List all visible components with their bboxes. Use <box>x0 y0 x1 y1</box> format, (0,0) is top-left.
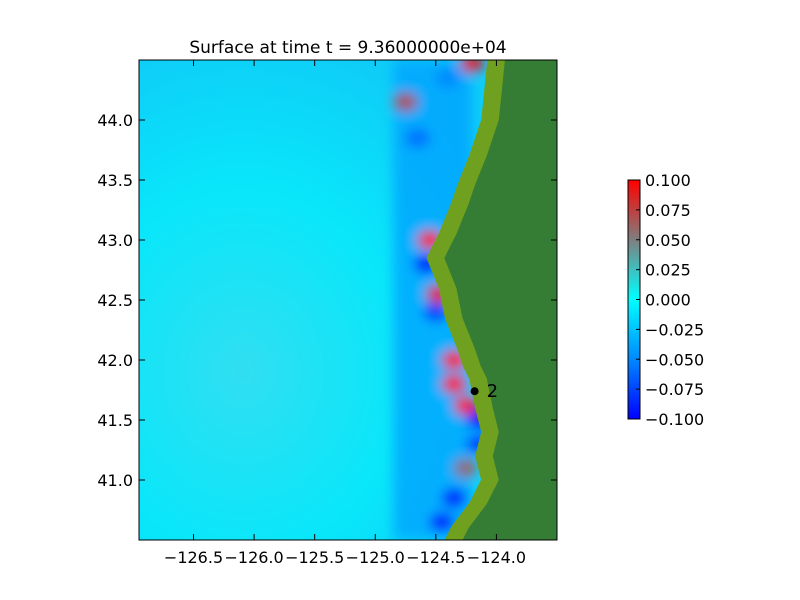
colorbar-tick-label-4: 0.000 <box>645 291 691 310</box>
anomaly-12 <box>429 513 454 531</box>
y-tick-label-3: 42.5 <box>97 291 133 310</box>
anomaly-6 <box>442 375 467 393</box>
y-axis: 41.0 41.5 42.0 42.5 43.0 43.5 44.0 <box>97 111 557 490</box>
x-tick-label-4: −124.5 <box>406 548 465 567</box>
anomaly-11 <box>442 489 467 507</box>
anomaly-0 <box>393 93 418 111</box>
y-tick-label-2: 42.0 <box>97 351 133 370</box>
y-tick-label-1: 41.5 <box>97 411 133 430</box>
x-axis: −126.5 −126.0 −125.5 −125.0 −124.5 −124.0 <box>164 60 526 567</box>
gauge-label: 2 <box>487 381 498 402</box>
anomaly-10 <box>454 459 479 477</box>
x-tick-label-0: −126.5 <box>164 548 223 567</box>
gauge-marker <box>470 387 479 396</box>
x-tick-label-1: −126.0 <box>224 548 283 567</box>
colorbar-tick-label-2: 0.050 <box>645 231 691 250</box>
anomaly-14 <box>435 69 460 87</box>
y-tick-label-5: 43.5 <box>97 171 133 190</box>
plot-area: 2 <box>138 59 558 541</box>
colorbar-ticks: 0.100 0.075 0.050 0.025 0.000 −0.025 −0.050 −0.… <box>636 171 704 429</box>
gauge-layer: 2 <box>470 381 498 402</box>
colorbar-tick-label-1: 0.075 <box>645 201 691 220</box>
y-tick-label-0: 41.0 <box>97 471 133 490</box>
anomaly-13 <box>405 129 430 147</box>
x-tick-label-5: −124.0 <box>467 548 526 567</box>
colorbar-tick-label-7: −0.075 <box>645 380 704 399</box>
colorbar-tick-label-6: −0.050 <box>645 350 704 369</box>
x-tick-label-2: −125.5 <box>285 548 344 567</box>
y-tick-label-4: 43.0 <box>97 231 133 250</box>
anomaly-7 <box>454 396 479 415</box>
land <box>444 60 557 540</box>
colorbar-tick-label-8: −0.100 <box>645 410 704 429</box>
colorbar-tick-label-0: 0.100 <box>645 171 691 190</box>
chart-title: Surface at time t = 9.36000000e+04 <box>189 38 506 58</box>
land-mask <box>426 60 557 540</box>
colorbar-tick-label-5: −0.025 <box>645 320 704 339</box>
colorbar-tick-label-3: 0.025 <box>645 261 691 280</box>
x-tick-label-3: −125.0 <box>346 548 405 567</box>
colorbar: 0.100 0.075 0.050 0.025 0.000 −0.025 −0.050 −0.… <box>627 171 704 429</box>
y-tick-label-6: 44.0 <box>97 111 133 130</box>
anomaly-4 <box>423 303 448 321</box>
anomaly-15 <box>460 60 485 73</box>
